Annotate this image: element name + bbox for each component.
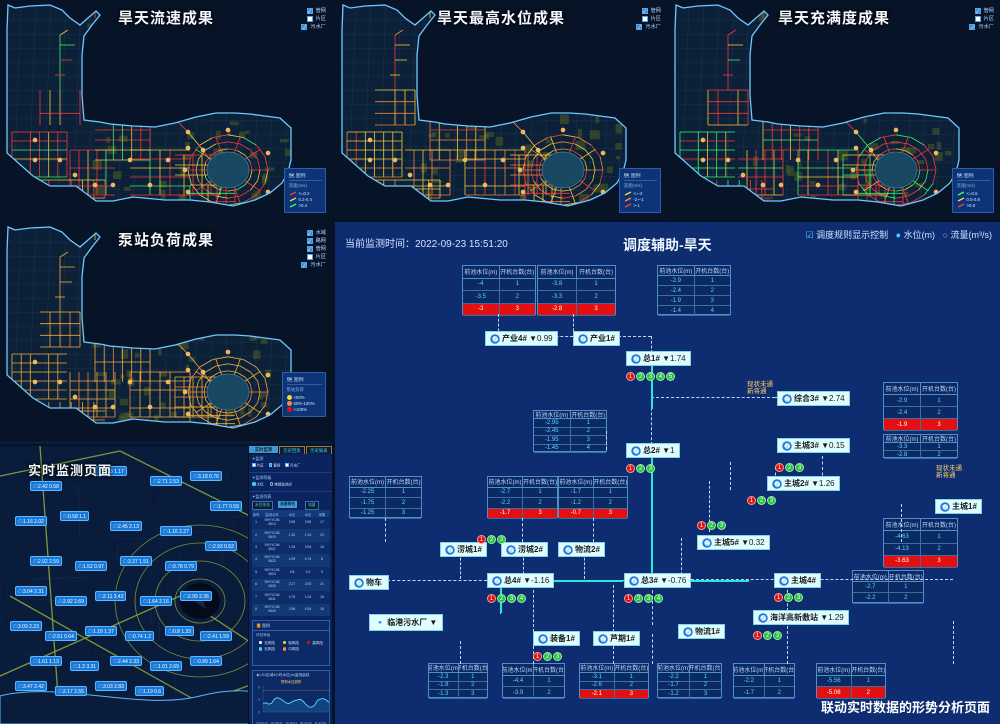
svg-text:0: 0: [258, 711, 260, 715]
svg-text:6: 6: [258, 686, 260, 690]
svg-text:3: 3: [258, 698, 260, 702]
